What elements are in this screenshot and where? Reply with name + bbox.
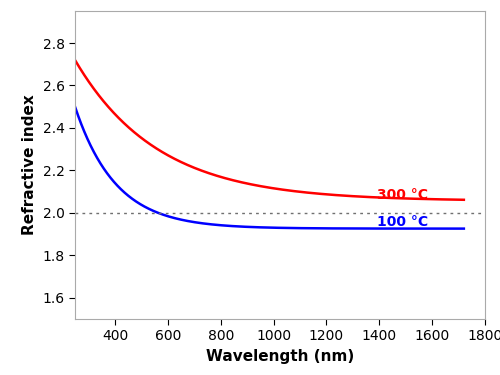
- Y-axis label: Refractive index: Refractive index: [22, 94, 37, 236]
- Text: 100 °C: 100 °C: [376, 215, 428, 229]
- X-axis label: Wavelength (nm): Wavelength (nm): [206, 349, 354, 364]
- Text: 300 °C: 300 °C: [376, 188, 428, 202]
